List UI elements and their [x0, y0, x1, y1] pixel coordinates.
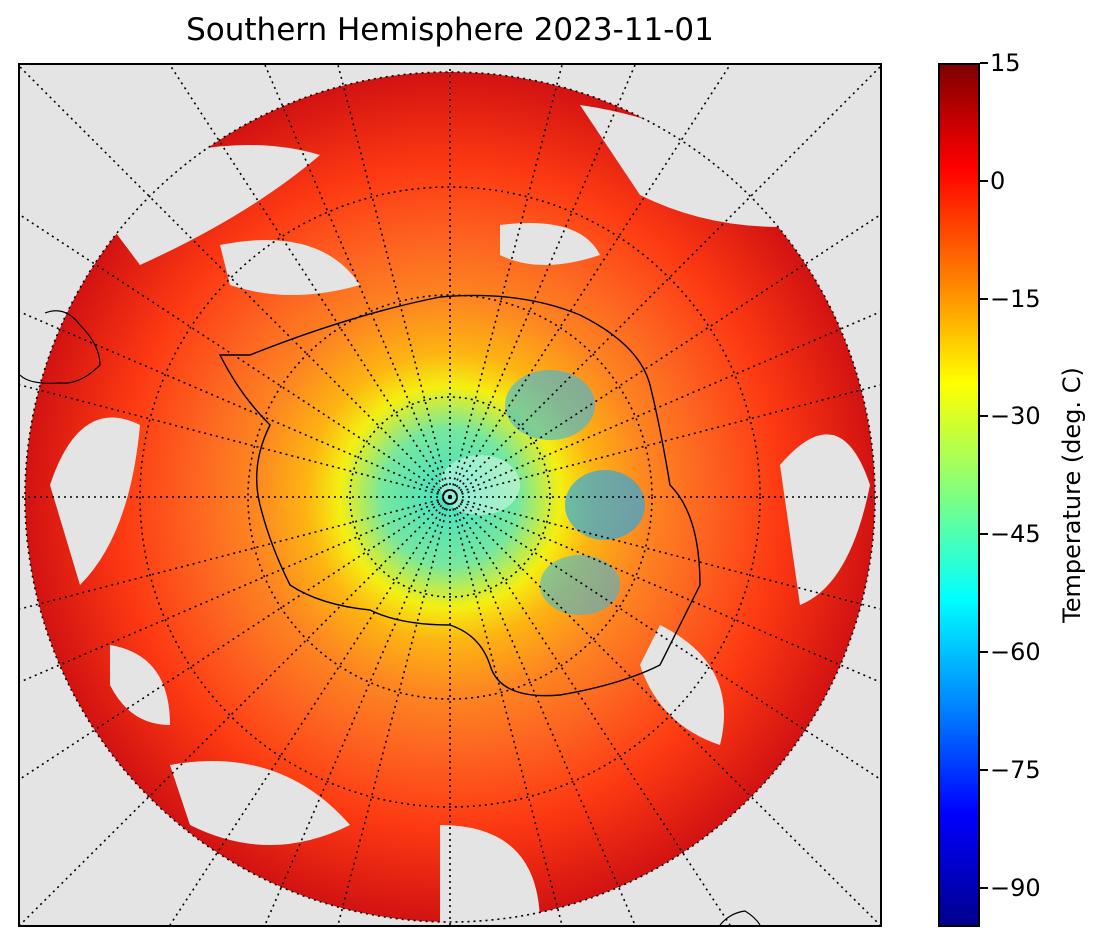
colorbar-tick-label: −45: [990, 520, 1041, 549]
colorbar-tick: [980, 179, 988, 182]
colorbar-tick: [980, 651, 988, 654]
colorbar-tick-label: 15: [990, 49, 1021, 77]
antarctica-coastline: [218, 294, 701, 697]
colorbar-tick-label: −75: [990, 755, 1041, 784]
africa-tip-outline: [719, 910, 761, 925]
map-plot-area[interactable]: [18, 63, 882, 927]
colorbar-tick-label: −30: [990, 402, 1041, 431]
colorbar-tick-label: −15: [990, 284, 1041, 313]
colorbar-tick: [980, 415, 988, 418]
colorbar-tick-label: 0: [990, 166, 1006, 195]
colorbar-tick-label: −60: [990, 638, 1041, 667]
colorbar-tick: [980, 297, 988, 300]
colorbar: [938, 63, 980, 927]
colorbar-tick-label: −90: [990, 873, 1041, 902]
colorbar-tick: [980, 886, 988, 889]
colorbar-tick: [980, 768, 988, 771]
colorbar-tick: [980, 62, 988, 64]
polar-temperature-map: [20, 65, 880, 925]
colorbar-tick: [980, 533, 988, 536]
new-zealand-outline: [20, 310, 101, 384]
colorbar-label: Temperature (deg. C): [1058, 367, 1086, 623]
map-title: Southern Hemisphere 2023-11-01: [186, 12, 714, 48]
graticule: [20, 65, 880, 925]
